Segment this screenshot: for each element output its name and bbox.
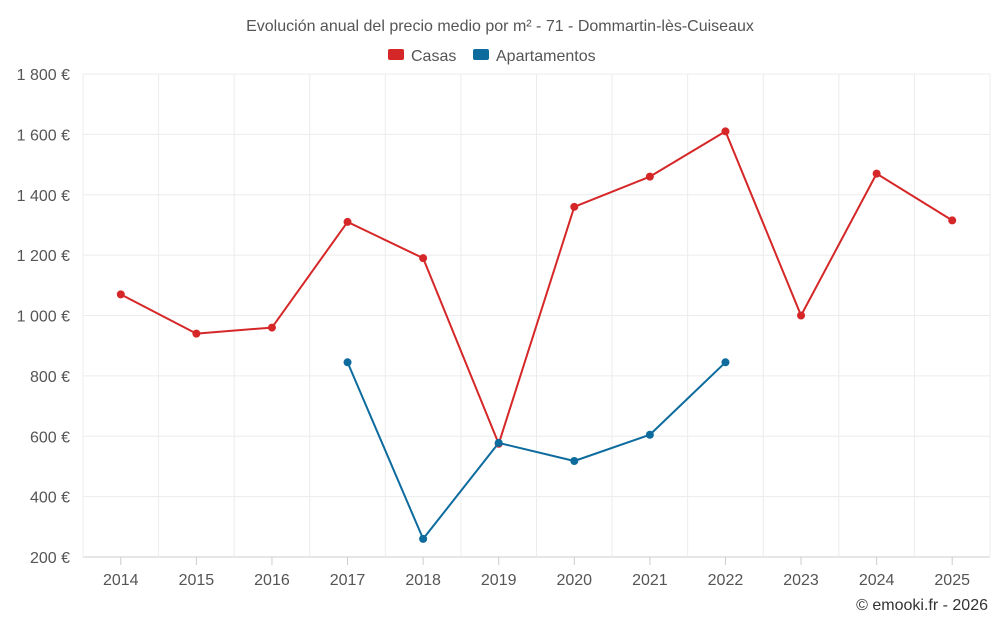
- y-tick-label: 1 200 €: [17, 248, 70, 265]
- x-tick-label: 2024: [859, 572, 895, 589]
- series-apartamentos: [343, 358, 730, 543]
- x-tick-label: 2017: [330, 572, 366, 589]
- x-tick-label: 2014: [103, 572, 139, 589]
- legend-label-apartamentos: Apartamentos: [496, 48, 596, 65]
- data-point-casas-2023[interactable]: [797, 311, 806, 320]
- series-layer: [116, 127, 957, 543]
- y-axis: 200 € 400 € 600 € 800 € 1 000 € 1 200 € 1 400 …: [17, 67, 70, 567]
- x-tick-label: 2025: [934, 572, 970, 589]
- legend-swatch-apartamentos: [473, 49, 489, 60]
- x-grid: [82, 74, 991, 557]
- data-point-casas-2022[interactable]: [721, 127, 730, 136]
- x-tick-label: 2016: [254, 572, 290, 589]
- data-point-casas-2014[interactable]: [116, 290, 125, 299]
- series-line-apartamentos: [346, 361, 727, 540]
- credit-text: © emooki.fr - 2026: [856, 597, 988, 614]
- y-tick-label: 800 €: [30, 369, 70, 386]
- y-tick-label: 400 €: [30, 490, 70, 507]
- data-point-casas-2020[interactable]: [570, 202, 579, 211]
- data-point-casas-2015[interactable]: [192, 329, 201, 338]
- y-tick-label: 1 000 €: [17, 309, 70, 326]
- y-tick-label: 600 €: [30, 429, 70, 446]
- x-tick-label: 2019: [481, 572, 517, 589]
- data-point-apartamentos-2020[interactable]: [570, 457, 579, 466]
- series-line-casas: [120, 130, 953, 445]
- data-point-apartamentos-2021[interactable]: [645, 430, 654, 439]
- y-tick-label: 1 800 €: [17, 67, 70, 84]
- data-point-apartamentos-2022[interactable]: [721, 358, 730, 367]
- y-tick-label: 1 400 €: [17, 188, 70, 205]
- x-tick-label: 2020: [556, 572, 592, 589]
- data-point-casas-2021[interactable]: [645, 172, 654, 181]
- x-tick-label: 2022: [708, 572, 744, 589]
- chart-title: Evolución anual del precio medio por m² …: [246, 18, 754, 35]
- x-tick-label: 2015: [179, 572, 215, 589]
- data-point-casas-2024[interactable]: [872, 169, 881, 178]
- data-point-casas-2025[interactable]: [948, 216, 957, 225]
- data-point-apartamentos-2017[interactable]: [343, 358, 352, 367]
- legend: Casas Apartamentos: [388, 48, 596, 65]
- data-point-casas-2016[interactable]: [267, 323, 276, 332]
- data-point-apartamentos-2019[interactable]: [494, 438, 503, 447]
- y-tick-label: 1 600 €: [17, 127, 70, 144]
- x-tick-label: 2021: [632, 572, 668, 589]
- legend-label-casas: Casas: [411, 48, 456, 65]
- legend-item-apartamentos[interactable]: Apartamentos: [473, 48, 596, 65]
- y-tick-label: 200 €: [30, 550, 70, 567]
- legend-item-casas[interactable]: Casas: [388, 48, 456, 65]
- x-tick-label: 2023: [783, 572, 819, 589]
- x-axis: 2014 2015 2016 2017 2018 2019 2020 2021 2022 2023…: [103, 557, 970, 589]
- legend-swatch-casas: [388, 49, 404, 60]
- data-point-casas-2017[interactable]: [343, 217, 352, 226]
- data-point-casas-2018[interactable]: [419, 254, 428, 263]
- x-tick-label: 2018: [405, 572, 441, 589]
- data-point-apartamentos-2018[interactable]: [419, 534, 428, 543]
